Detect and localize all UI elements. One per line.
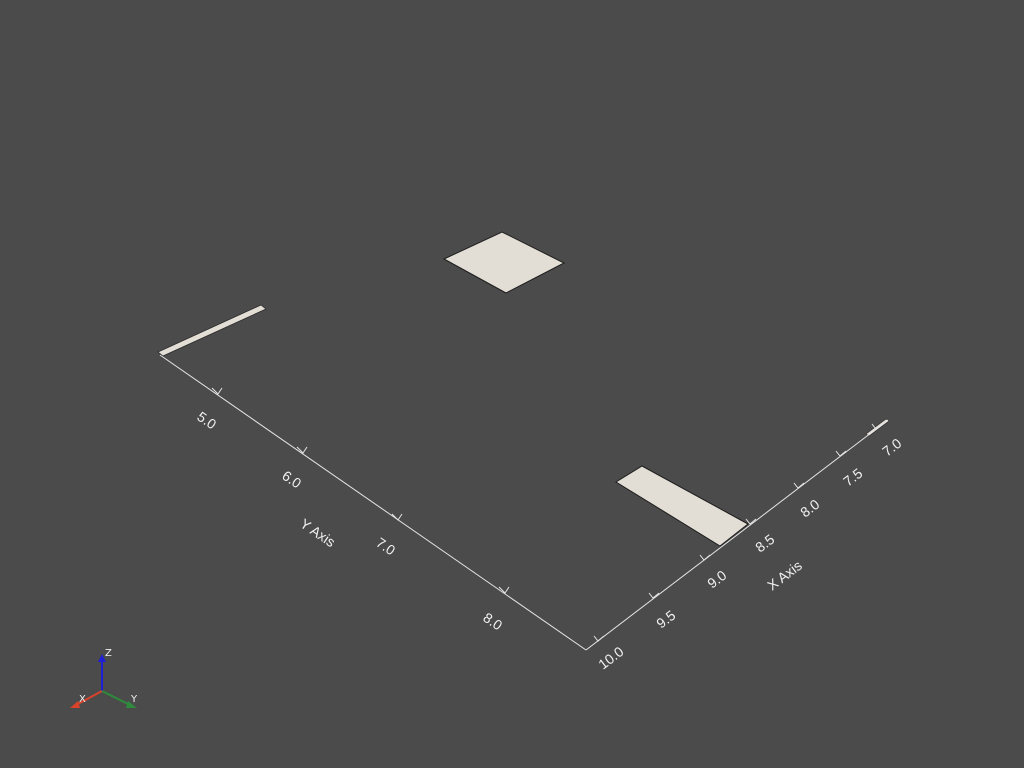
y-tick-label: 5.0 — [194, 408, 219, 432]
x-axis-tick — [745, 518, 757, 525]
x-axis-tick — [648, 592, 660, 599]
orientation-y-arrowhead — [126, 701, 137, 708]
x-tick-label: 9.0 — [704, 567, 729, 592]
surface-patches — [157, 231, 890, 547]
x-tick-label: 9.5 — [653, 607, 678, 632]
x-axis-line — [585, 419, 889, 651]
y-axis-tick — [211, 387, 223, 395]
orientation-z-arrowhead — [98, 654, 106, 662]
orientation-y-label: Y — [130, 694, 138, 705]
y-axis-tick-labels: 5.0 6.0 7.0 8.0 — [194, 408, 505, 633]
x-axis-title: X Axis — [764, 557, 805, 593]
y-axis — [159, 354, 587, 651]
x-axis-tick — [793, 482, 805, 489]
surface-patch-left-strip — [157, 304, 267, 357]
y-tick-label: 6.0 — [279, 467, 304, 491]
orientation-x-arrowhead — [70, 701, 80, 708]
x-tick-label: 7.0 — [879, 435, 904, 460]
x-tick-label: 10.0 — [595, 643, 627, 672]
x-tick-label: 8.0 — [797, 496, 822, 521]
orientation-x-label: X — [79, 694, 86, 705]
x-axis-tick — [871, 423, 883, 430]
x-tick-label: 8.5 — [752, 531, 777, 556]
y-tick-label: 8.0 — [480, 609, 505, 633]
surface-patch-top — [442, 231, 566, 294]
orientation-y-axis — [101, 690, 131, 706]
x-axis — [585, 419, 889, 651]
y-axis-tick — [391, 513, 403, 521]
orientation-widget[interactable]: Z X Y — [70, 648, 138, 708]
y-axis-tick — [498, 586, 510, 594]
x-axis-tick — [699, 554, 711, 561]
y-axis-line — [159, 354, 587, 651]
y-tick-label: 7.0 — [373, 534, 398, 558]
x-axis-tick — [835, 450, 847, 457]
orientation-x-axis — [75, 690, 103, 706]
y-axis-tick — [296, 446, 308, 454]
y-axis-title: Y Axis — [297, 515, 338, 550]
x-axis-tick — [593, 635, 605, 642]
surface-patch-right-strip — [615, 465, 749, 547]
x-tick-label: 7.5 — [840, 465, 865, 490]
orientation-z-label: Z — [105, 648, 112, 659]
